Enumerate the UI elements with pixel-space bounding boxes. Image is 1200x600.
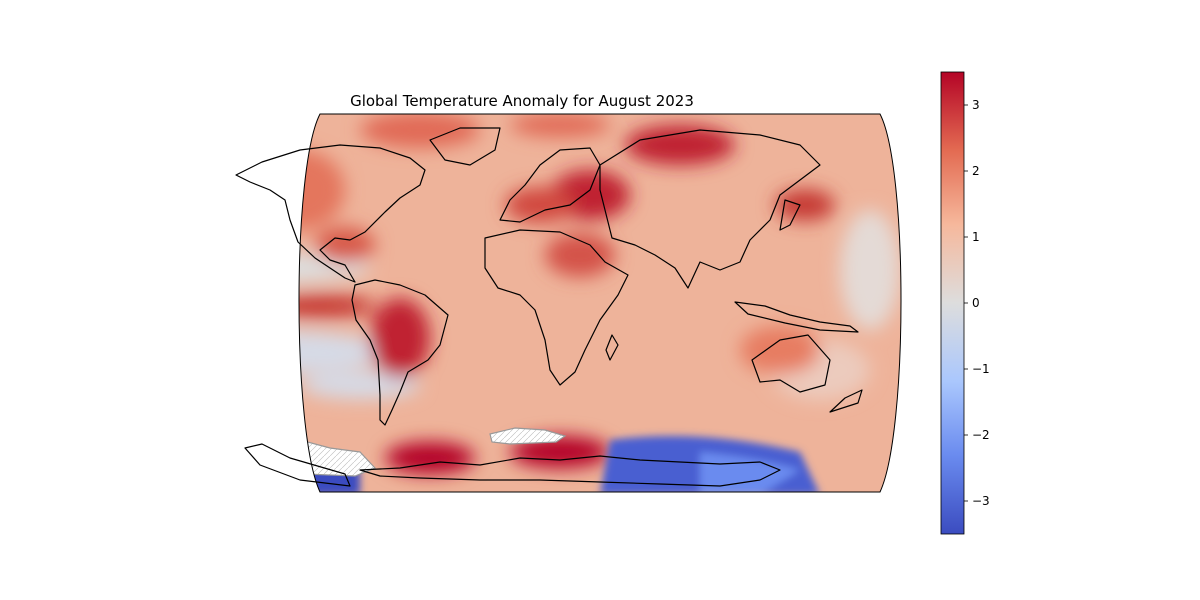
colorbar-gradient (940, 71, 965, 535)
colorbar-tick-label: 3 (972, 98, 980, 112)
missing-data-patch (489, 427, 567, 445)
map-boundary (298, 113, 902, 493)
world-map (235, 113, 902, 493)
colorbar-tick-label: 2 (972, 164, 980, 178)
colorbar-tick-label: −1 (972, 362, 990, 376)
colorbar-tick-label: 1 (972, 230, 980, 244)
colorbar-tick-label: 0 (972, 296, 980, 310)
map-title: Global Temperature Anomaly for August 20… (350, 92, 694, 110)
coastlines (235, 127, 863, 487)
colorbar-tick-label: −3 (972, 494, 990, 508)
colorbar-ticks: 3 2 1 0 −1 −2 −3 (964, 98, 990, 508)
colorbar-tick-label: −2 (972, 428, 990, 442)
colorbar: 3 2 1 0 −1 −2 −3 (940, 71, 990, 535)
